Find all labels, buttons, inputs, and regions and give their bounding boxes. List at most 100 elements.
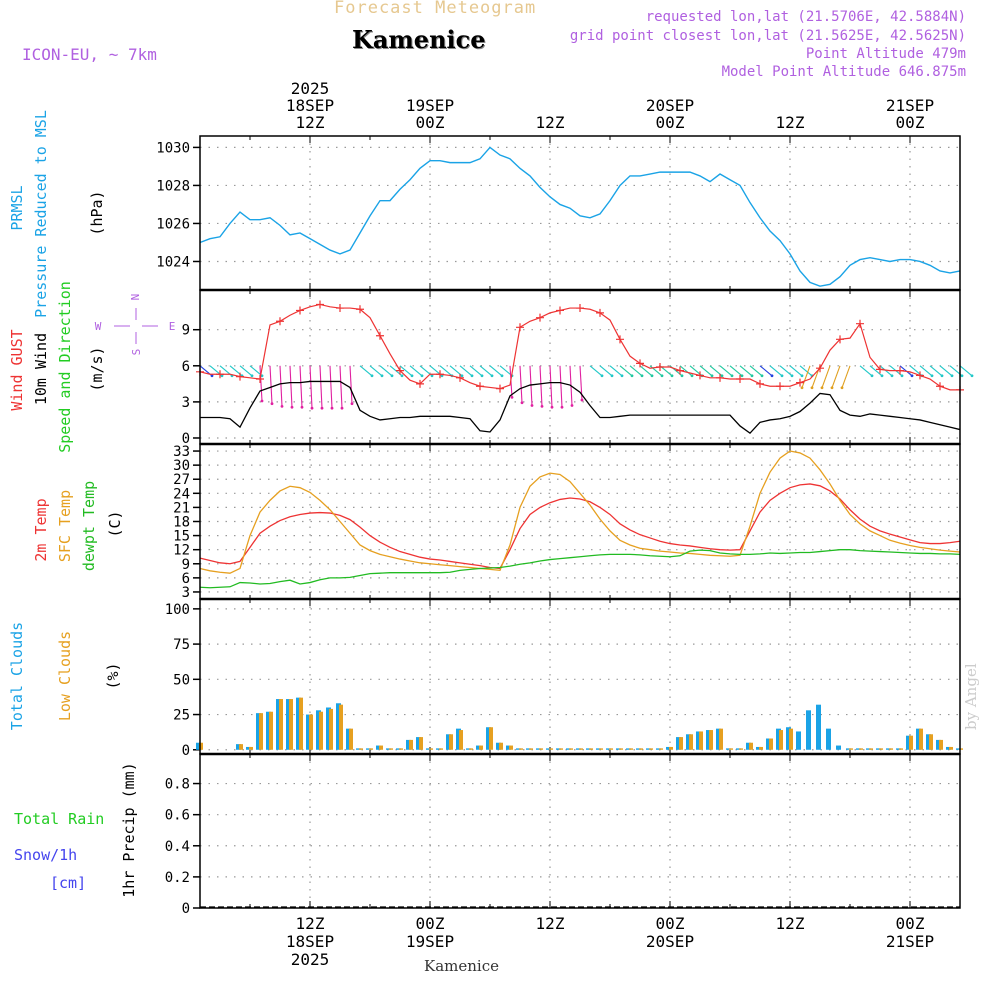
dewpt-line bbox=[199, 549, 961, 589]
bottom-axis-label: 18SEP bbox=[286, 932, 334, 951]
wind-arrow bbox=[329, 365, 333, 409]
low-cloud-bar bbox=[939, 739, 943, 750]
total-cloud-bar bbox=[876, 748, 881, 750]
total-cloud-bar bbox=[796, 731, 801, 750]
low-cloud-bar bbox=[919, 728, 923, 750]
model-label: ICON-EU, ~ 7km bbox=[22, 45, 157, 64]
total-cloud-bar bbox=[696, 731, 701, 750]
total-cloud-bar bbox=[346, 728, 351, 750]
total-cloud-bar bbox=[566, 748, 571, 750]
total-cloud-bar bbox=[776, 728, 781, 750]
label-hpa: (hPa) bbox=[88, 190, 106, 235]
low-cloud-bar bbox=[429, 748, 433, 750]
low-cloud-bar bbox=[549, 748, 553, 750]
gust-marker bbox=[756, 379, 764, 388]
total-cloud-bar bbox=[286, 699, 291, 750]
bottom-axis-label: 19SEP bbox=[406, 932, 454, 951]
clouds-ytick-label: 75 bbox=[173, 637, 190, 653]
low-cloud-bar bbox=[299, 697, 303, 750]
low-cloud-bar bbox=[599, 748, 603, 750]
low-cloud-bar bbox=[679, 737, 683, 750]
clouds-ytick-label: 50 bbox=[173, 672, 190, 688]
wind-arrow bbox=[289, 365, 293, 408]
low-cloud-bar bbox=[769, 738, 773, 750]
low-cloud-bar bbox=[929, 734, 933, 750]
low-cloud-bar bbox=[879, 748, 883, 750]
wind-arrow-head bbox=[380, 374, 384, 378]
temperature-ytick-label: 30 bbox=[173, 458, 190, 474]
low-cloud-bar bbox=[699, 731, 703, 750]
wind-arrow bbox=[269, 365, 273, 404]
compass-s: S bbox=[130, 349, 143, 356]
wind-arrow bbox=[379, 365, 393, 377]
cloud-bars bbox=[196, 697, 963, 750]
label-total-rain: Total Rain bbox=[14, 810, 104, 828]
bottom-axis-label: 00Z bbox=[416, 914, 445, 933]
total-cloud-bar bbox=[646, 748, 651, 750]
temperature-ytick-label: 24 bbox=[173, 486, 190, 502]
top-axis-label: 20SEP bbox=[646, 96, 694, 115]
gust-marker bbox=[716, 373, 724, 382]
wind-arrow bbox=[319, 365, 323, 409]
wind-arrow-head bbox=[730, 374, 734, 378]
low-cloud-bar bbox=[309, 714, 313, 750]
low-cloud-bar bbox=[199, 742, 203, 750]
low-cloud-bar bbox=[259, 713, 263, 750]
total-cloud-bar bbox=[826, 728, 831, 750]
gust-marker bbox=[736, 375, 744, 384]
total-cloud-bar bbox=[466, 748, 471, 750]
low-cloud-bar bbox=[849, 748, 853, 750]
pressure-ytick-label: 1026 bbox=[156, 216, 190, 232]
total-cloud-bar bbox=[626, 748, 631, 750]
wind-arrow bbox=[399, 365, 413, 377]
low-cloud-bar bbox=[539, 748, 543, 750]
gust-marker bbox=[256, 375, 264, 384]
wind-arrow bbox=[299, 365, 303, 408]
wind-arrow bbox=[769, 365, 783, 377]
gust-marker bbox=[636, 359, 644, 368]
gust-marker bbox=[776, 382, 784, 391]
total-cloud-bar bbox=[246, 746, 251, 750]
total-cloud-bar bbox=[956, 748, 961, 750]
wind-arrow-head bbox=[640, 374, 644, 378]
temperature-ytick-label: 3 bbox=[182, 585, 190, 601]
point-altitude: Point Altitude 479m bbox=[805, 46, 966, 62]
grid-point-coords: grid point closest lon,lat (21.5625E, 42… bbox=[569, 28, 966, 44]
total-cloud-bar bbox=[946, 746, 951, 750]
label-celsius: (C) bbox=[106, 510, 124, 537]
total-cloud-bar bbox=[486, 727, 491, 750]
top-axis-label: 00Z bbox=[416, 113, 445, 132]
panel-frame bbox=[199, 598, 961, 755]
label-dewpt-temp: dewpt Temp bbox=[80, 481, 98, 571]
low-cloud-bar bbox=[479, 745, 483, 750]
wind-arrow bbox=[239, 365, 253, 377]
low-cloud-bar bbox=[509, 745, 513, 750]
label-pressure-msl: Pressure Reduced to MSL bbox=[32, 110, 50, 318]
top-axis-label: 18SEP bbox=[286, 96, 334, 115]
wind-arrow bbox=[679, 365, 693, 377]
label-ms: (m/s) bbox=[88, 346, 106, 391]
temperature-ytick-label: 6 bbox=[182, 571, 190, 587]
wind-arrow bbox=[469, 365, 483, 377]
wind-arrow-head bbox=[330, 406, 334, 410]
gust-marker bbox=[876, 365, 884, 374]
wind-arrow bbox=[259, 365, 263, 402]
wind-arrow-head bbox=[940, 374, 944, 378]
wind-arrow-head bbox=[740, 374, 744, 378]
wind-arrow bbox=[559, 365, 563, 408]
total-cloud-bar bbox=[376, 745, 381, 750]
low-cloud-bar bbox=[899, 748, 903, 750]
temperature-ytick-label: 15 bbox=[173, 529, 190, 545]
low-cloud-bar bbox=[489, 727, 493, 750]
wind-arrow-head bbox=[560, 405, 564, 409]
wind-arrow bbox=[801, 365, 811, 388]
low-cloud-bar bbox=[519, 748, 523, 750]
total-cloud-bar bbox=[336, 703, 341, 750]
total-cloud-bar bbox=[536, 748, 541, 750]
wind-arrow-head bbox=[210, 374, 214, 378]
low-cloud-bar bbox=[869, 748, 873, 750]
wind-arrow bbox=[519, 365, 523, 403]
compass-n: N bbox=[129, 294, 142, 301]
label-2m-temp: 2m Temp bbox=[32, 498, 50, 561]
wind-arrow bbox=[619, 365, 633, 377]
